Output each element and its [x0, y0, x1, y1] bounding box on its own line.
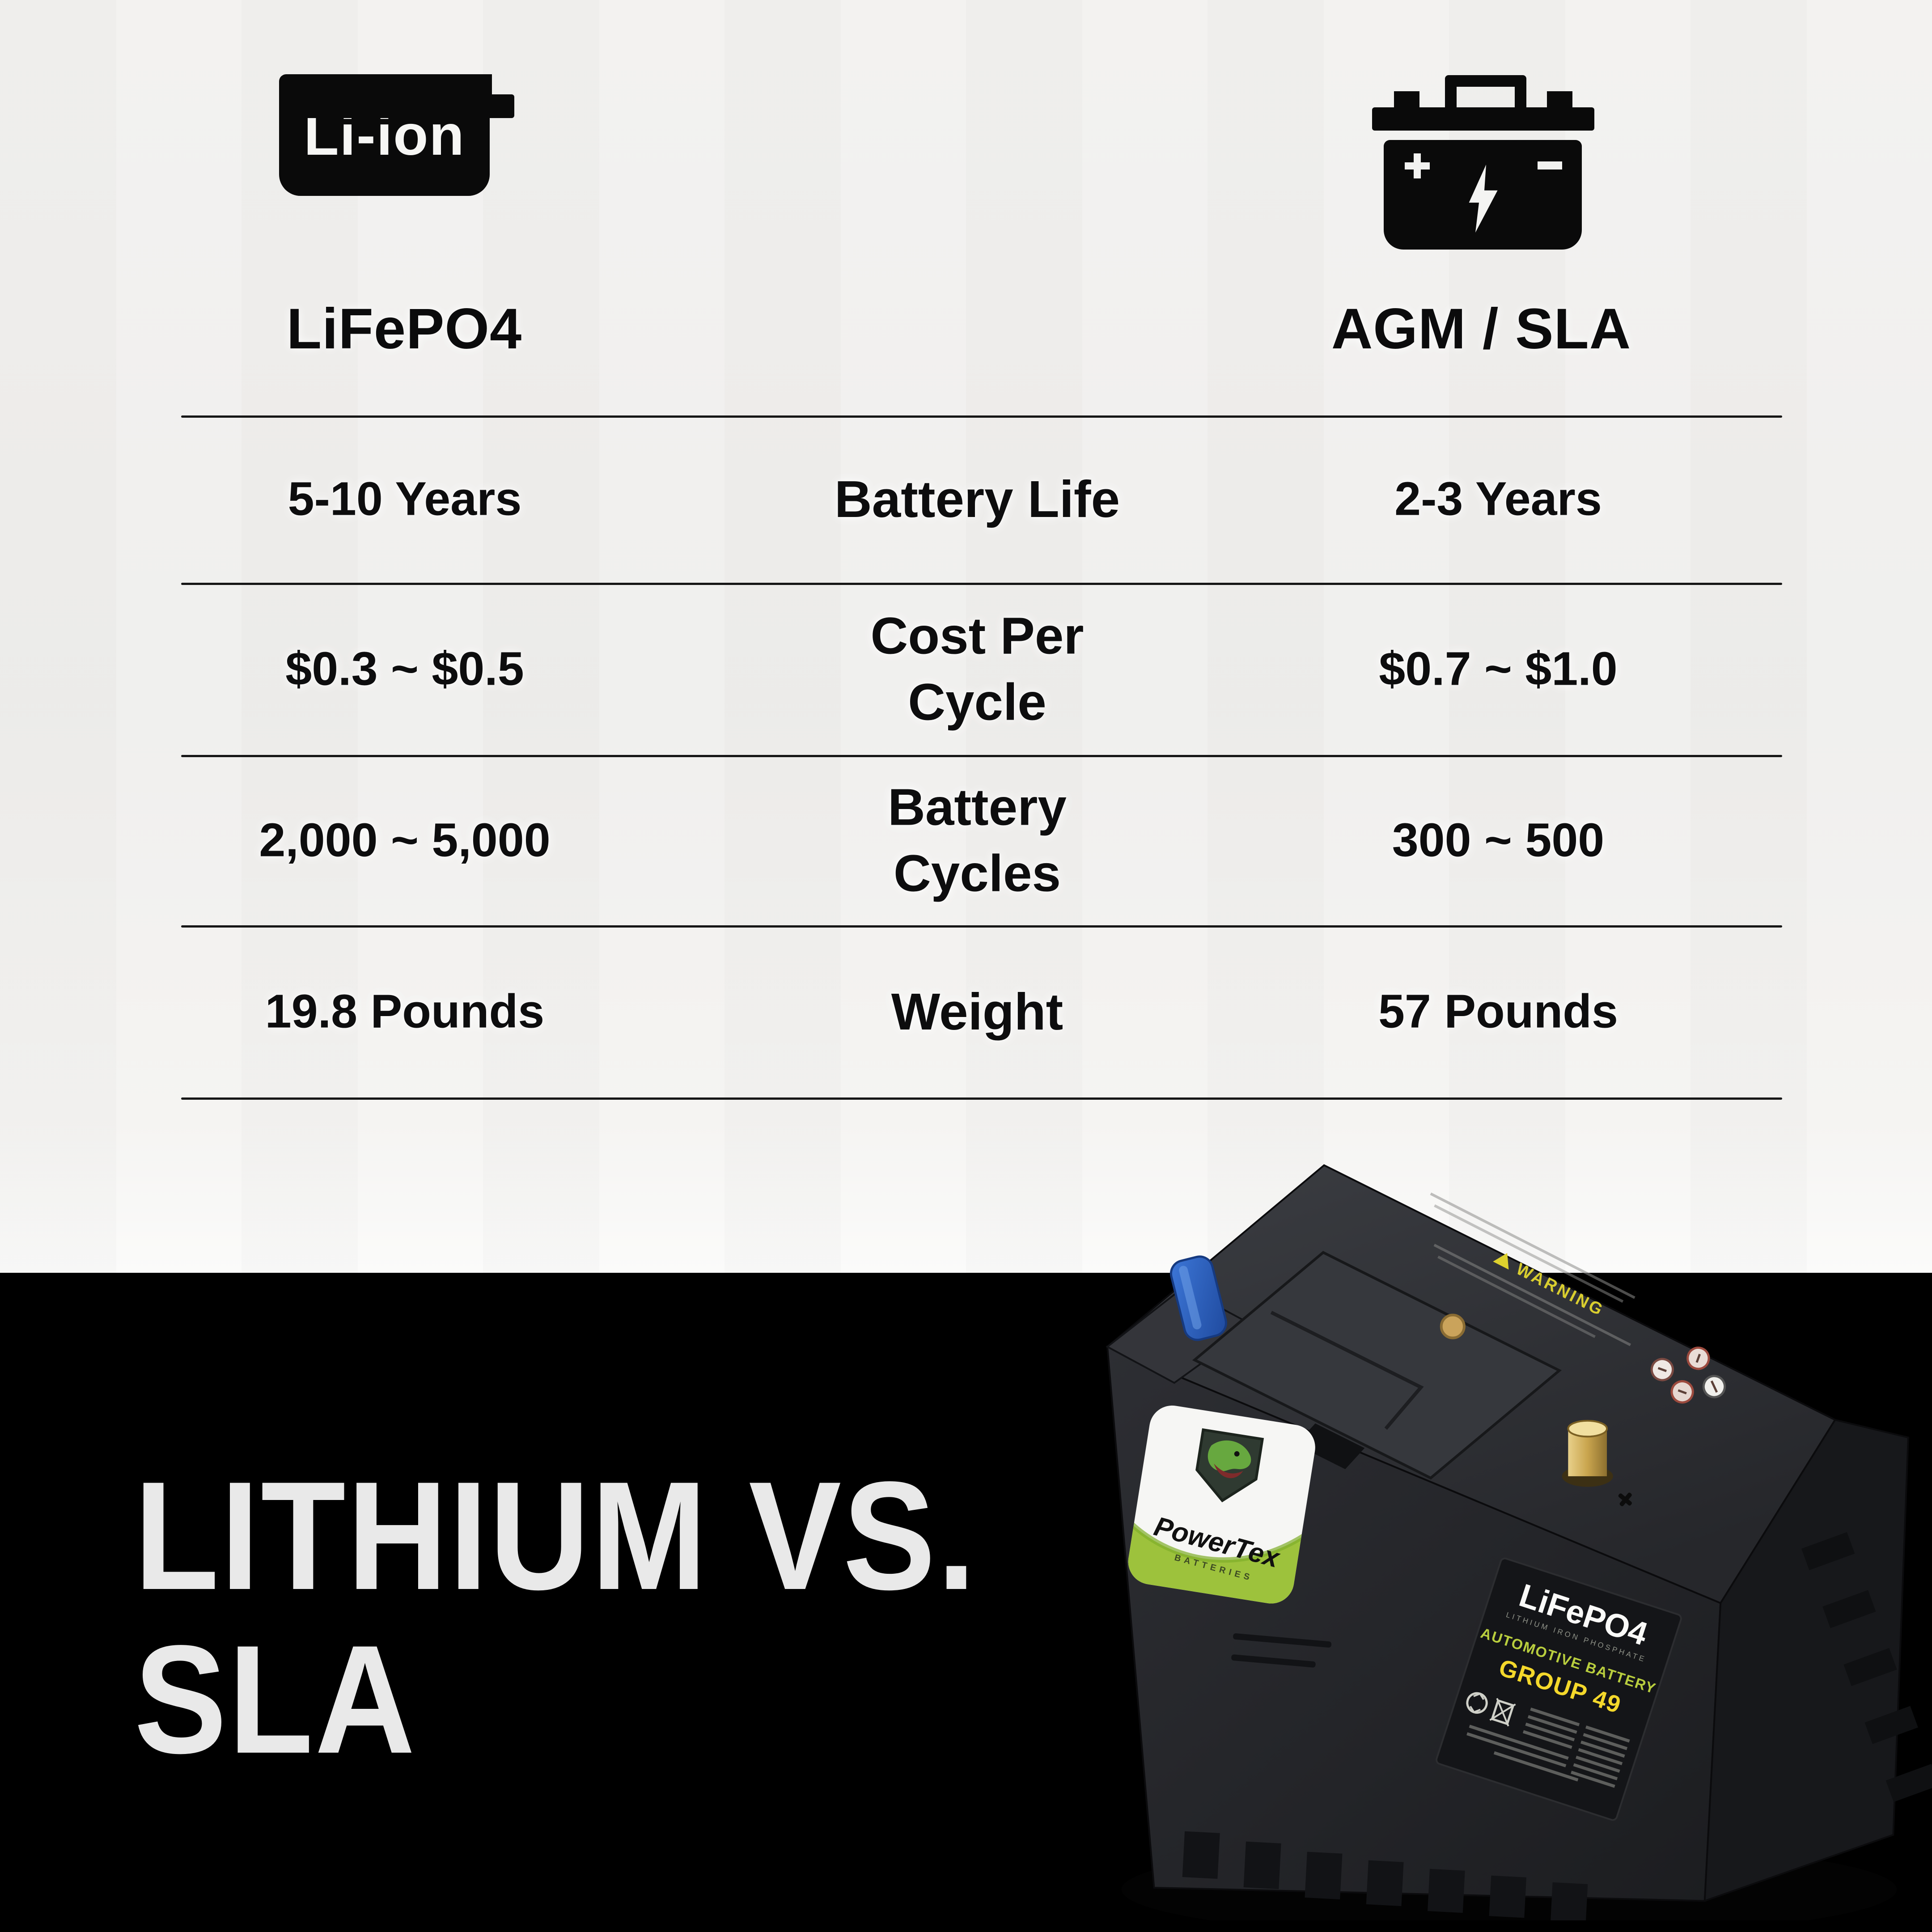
warning-triangle-icon — [1493, 1253, 1509, 1270]
battery-terminal — [304, 74, 331, 96]
lid-vent — [1296, 1423, 1365, 1470]
row-divider — [181, 583, 1782, 585]
blue-terminal-cap — [1169, 1255, 1227, 1341]
battery-product-image: WARNING — [1106, 1164, 1932, 1920]
lithium-value: 19.8 Pounds — [265, 985, 545, 1038]
lid-rivet — [1440, 1313, 1466, 1339]
table-row: 19.8 Pounds Weight 57 Pounds — [0, 925, 1932, 1097]
no-trash-icon — [1489, 1698, 1516, 1727]
row-divider — [181, 1097, 1782, 1100]
attribute-label: Battery Life — [834, 470, 1120, 528]
compliance-icons — [1650, 1347, 1726, 1404]
gold-terminal — [1562, 1419, 1632, 1506]
agm-value: 300 ~ 500 — [1392, 813, 1605, 866]
agm-value: $0.7 ~ $1.0 — [1379, 642, 1618, 695]
table-row: 5-10 Years Battery Life 2-3 Years — [0, 415, 1932, 583]
table-row: 2,000 ~ 5,000 Battery Cycles 300 ~ 500 — [0, 755, 1932, 925]
comparison-section — [0, 0, 1932, 1273]
agm-column-label: AGM / SLA — [1331, 297, 1631, 361]
powertex-logo: PowerTex BATTERIES — [1125, 1405, 1315, 1607]
battery-top-bar — [1372, 107, 1594, 131]
lightning-bolt-icon — [1469, 165, 1498, 233]
case-details — [1182, 1532, 1932, 1920]
recycle-icon — [1466, 1692, 1488, 1714]
battery-terminal — [1547, 91, 1572, 108]
agm-value: 57 Pounds — [1378, 985, 1618, 1038]
battery-terminal — [464, 74, 492, 96]
page-title: LITHIUM VS. SLA — [134, 1454, 977, 1782]
lithium-value: 2,000 ~ 5,000 — [259, 813, 551, 866]
battery-terminal — [383, 74, 411, 96]
li-ion-battery-icon: Li-ion — [279, 74, 515, 249]
table-row: $0.3 ~ $0.5 Cost Per Cycle $0.7 ~ $1.0 — [0, 583, 1932, 755]
attribute-label: Cost Per Cycle — [870, 606, 1084, 731]
row-divider — [181, 755, 1782, 757]
battery-top-bar — [281, 94, 514, 118]
minus-icon — [1538, 161, 1562, 169]
attribute-label: Battery Cycles — [888, 778, 1067, 902]
battery-terminal — [1394, 91, 1419, 108]
agm-value: 2-3 Years — [1394, 472, 1602, 525]
terminal-screw — [1618, 1492, 1632, 1506]
lithium-value: 5-10 Years — [288, 472, 522, 525]
plus-icon — [1405, 153, 1430, 178]
agm-sla-battery-icon — [1372, 74, 1594, 250]
fine-print — [1466, 1707, 1630, 1788]
warning-strip: WARNING — [1430, 1192, 1635, 1346]
row-divider — [181, 415, 1782, 418]
lithium-value: $0.3 ~ $0.5 — [285, 642, 524, 695]
row-divider — [181, 925, 1782, 928]
battery-right-face — [1703, 1419, 1909, 1902]
lid-groove — [1270, 1310, 1424, 1430]
raptor-shield-icon — [1195, 1428, 1264, 1503]
title-line-1: LITHIUM VS. — [134, 1450, 978, 1622]
lithium-column-label: LiFePO4 — [286, 297, 522, 361]
battery-icon-body — [1384, 140, 1582, 250]
title-line-2: SLA — [134, 1614, 417, 1786]
attribute-label: Weight — [891, 982, 1063, 1041]
battery-info-label: LiFePO4 LITHIUM IRON PHOSPHATE AUTOMOTIV… — [1436, 1557, 1682, 1821]
